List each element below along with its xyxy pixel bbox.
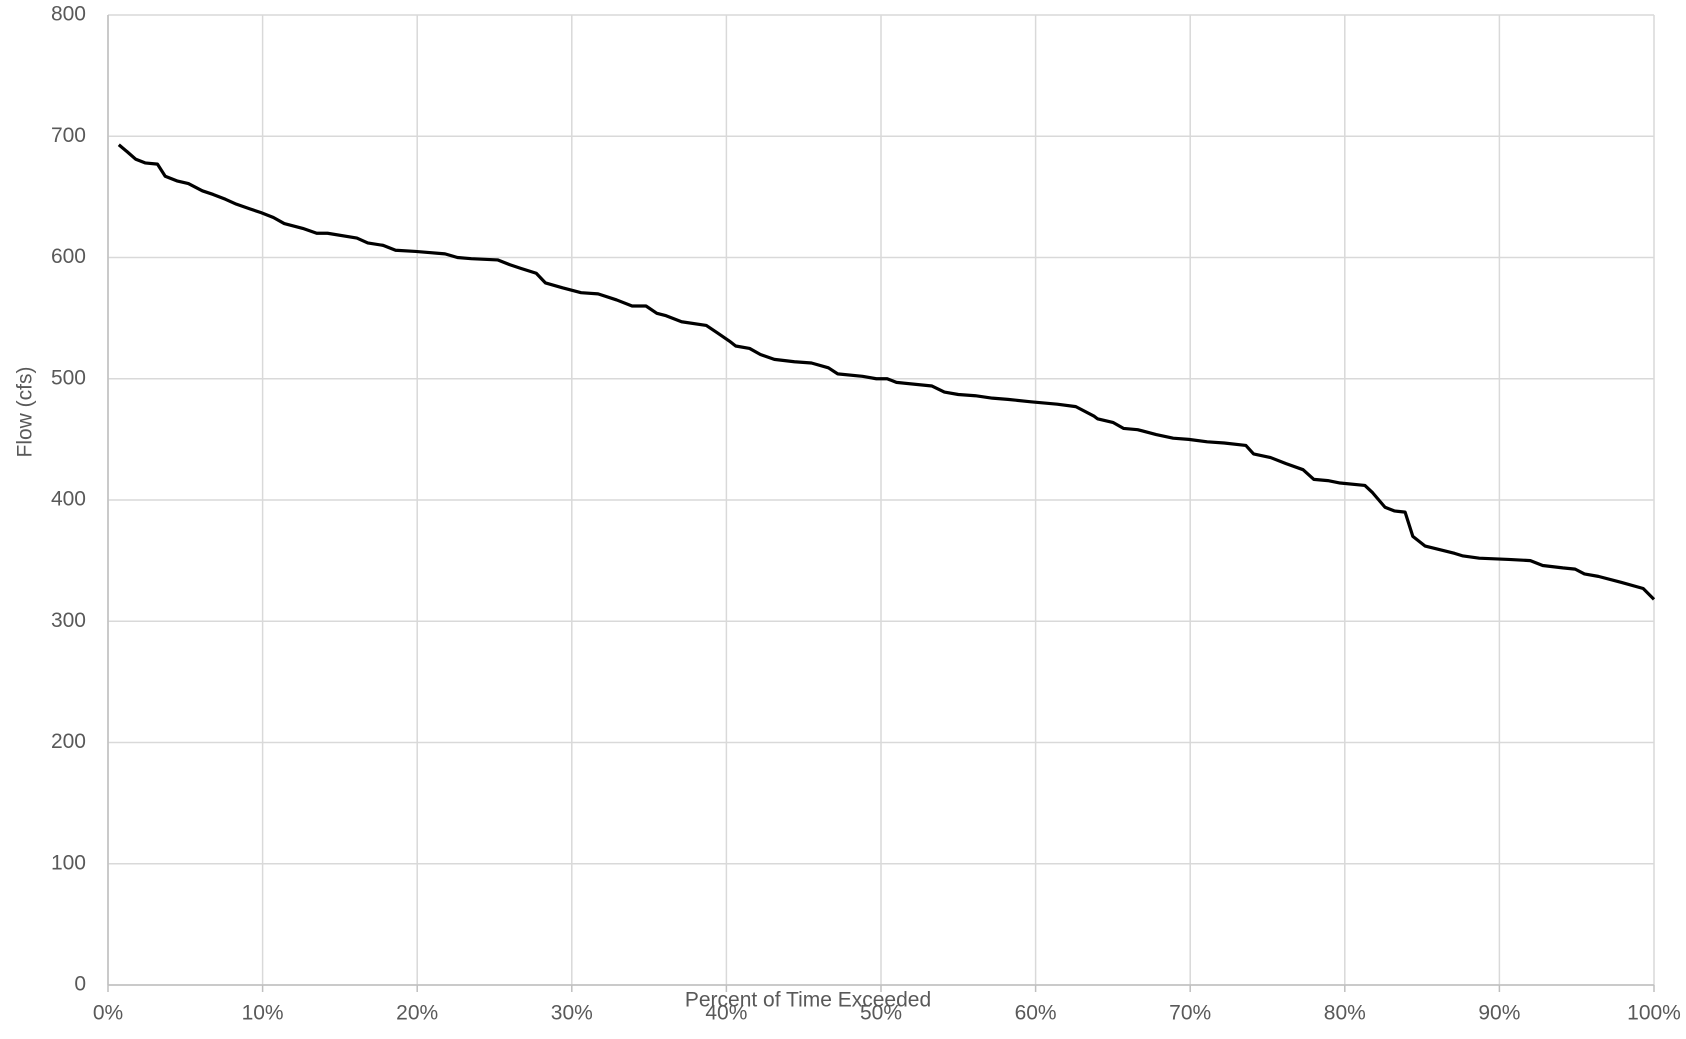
y-tick-label: 600 — [51, 245, 86, 268]
x-tick-label: 20% — [396, 1002, 438, 1025]
y-tick-label: 400 — [51, 488, 86, 511]
y-axis-title: Flow (cfs) — [14, 367, 37, 458]
y-tick-label: 100 — [51, 851, 86, 874]
x-tick-label: 80% — [1324, 1002, 1366, 1025]
x-tick-label: 40% — [705, 1002, 747, 1025]
x-tick-label: 10% — [242, 1002, 284, 1025]
x-tick-label: 70% — [1169, 1002, 1211, 1025]
x-tick-label: 50% — [860, 1002, 902, 1025]
y-tick-label: 500 — [51, 366, 86, 389]
x-tick-label: 60% — [1015, 1002, 1057, 1025]
x-tick-label: 100% — [1627, 1002, 1681, 1025]
x-axis-title: Percent of Time Exceeded — [685, 989, 931, 1012]
y-tick-label: 700 — [51, 124, 86, 147]
x-tick-label: 0% — [93, 1002, 123, 1025]
x-tick-label: 30% — [551, 1002, 593, 1025]
y-tick-label: 200 — [51, 730, 86, 753]
y-tick-label: 800 — [51, 3, 86, 26]
y-tick-label: 0 — [74, 973, 86, 996]
x-tick-label: 90% — [1478, 1002, 1520, 1025]
y-tick-label: 300 — [51, 609, 86, 632]
data-line — [117, 143, 1656, 601]
